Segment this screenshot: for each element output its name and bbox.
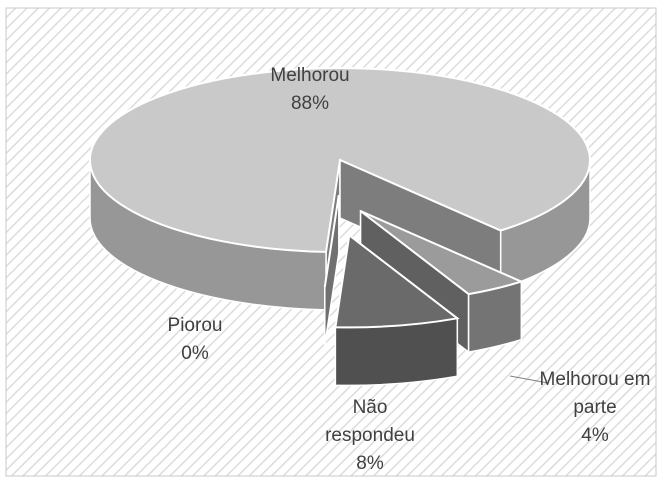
slice bbox=[359, 210, 525, 296]
slice bbox=[323, 194, 340, 288]
category-label: Melhorou bbox=[270, 65, 350, 86]
value-label: 0% bbox=[181, 343, 209, 364]
label: Melhorou em parte 4% bbox=[535, 366, 655, 450]
slice bbox=[88, 67, 591, 253]
label: Piorou 0% bbox=[145, 312, 245, 368]
category-label: Melhorou em parte bbox=[539, 369, 651, 418]
pie bbox=[88, 67, 591, 387]
label: Não respondeu 8% bbox=[310, 394, 430, 478]
slice-side bbox=[334, 317, 459, 387]
label: Melhorou 88% bbox=[240, 62, 380, 118]
leader-line bbox=[509, 375, 549, 384]
value-label: 4% bbox=[581, 425, 609, 446]
category-label: Não respondeu bbox=[325, 397, 415, 446]
value-label: 8% bbox=[356, 453, 384, 474]
value-label: 88% bbox=[290, 93, 330, 114]
category-label: Piorou bbox=[167, 315, 223, 336]
slice bbox=[334, 233, 460, 329]
